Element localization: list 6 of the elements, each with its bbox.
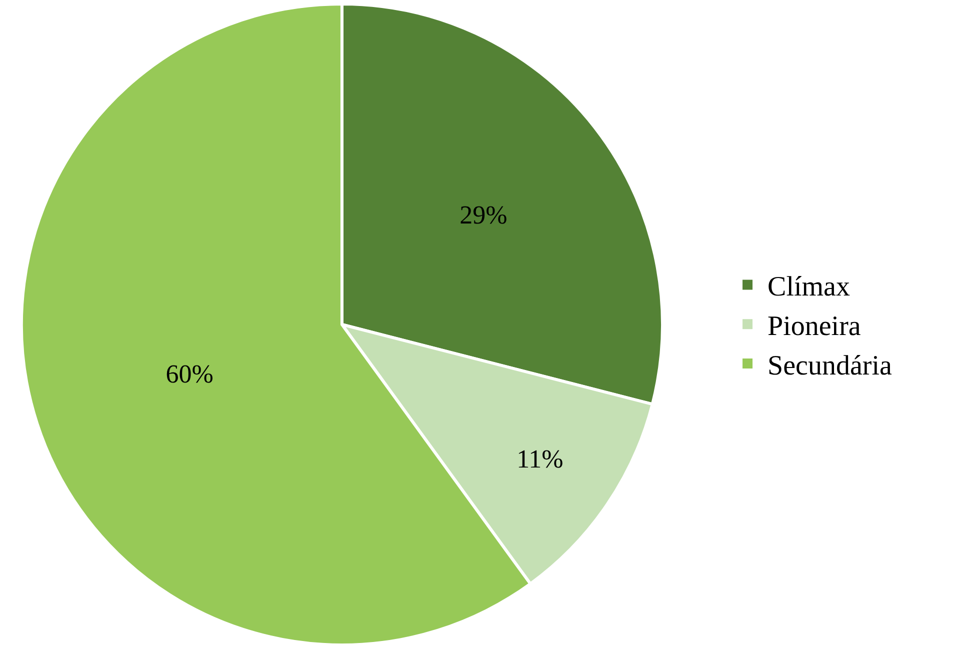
data-label: 60%: [166, 360, 214, 389]
data-label: 11%: [516, 444, 564, 474]
legend-label: Pioneira: [768, 311, 862, 342]
legend-label: Clímax: [768, 272, 850, 303]
data-label: 29%: [460, 200, 508, 230]
legend-label: Secundária: [768, 350, 892, 382]
